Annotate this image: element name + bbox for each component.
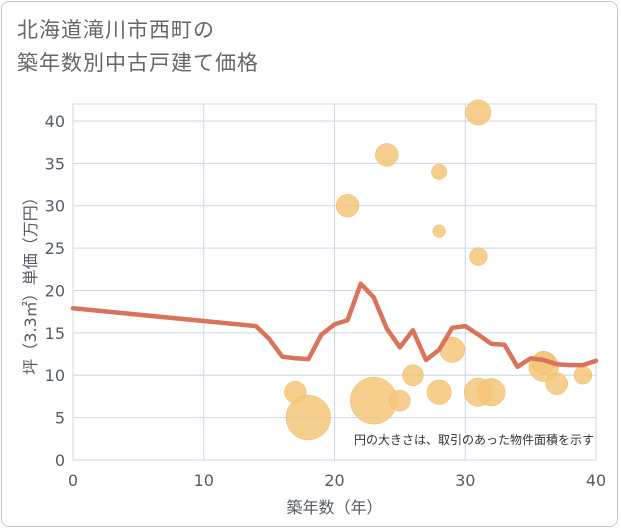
y-tick-label: 40 [45, 112, 65, 131]
bubble-point [335, 194, 360, 218]
trend-line-series [70, 281, 599, 370]
bubble-size-note: 円の大きさは、取引のあった物件面積を示す [354, 432, 594, 447]
bubble-point [389, 389, 411, 412]
chart-title: 北海道滝川市西町の 築年数別中古戸建て価格 [17, 14, 259, 80]
x-tick-label: 10 [194, 471, 214, 490]
y-tick-label: 10 [45, 366, 65, 385]
x-tick-label: 0 [68, 471, 78, 490]
bubble-point [431, 163, 448, 180]
bubble-point [573, 366, 593, 385]
bubble-point [375, 143, 399, 167]
axis-ticks: 0 10 20 30 40 0 5 10 15 20 25 30 35 40 [45, 112, 607, 490]
y-tick-label: 15 [45, 324, 65, 343]
y-tick-label: 20 [45, 281, 65, 300]
x-tick-label: 40 [586, 471, 606, 490]
y-tick-label: 5 [55, 409, 65, 428]
bubble-point [469, 247, 488, 266]
y-tick-label: 35 [45, 154, 65, 173]
y-tick-label: 30 [45, 197, 65, 216]
bubble-point [285, 395, 331, 441]
y-tick-label: 0 [55, 451, 65, 470]
bubble-point [545, 372, 568, 395]
y-axis-title: 坪（3.3㎡）単価（万円） [21, 189, 40, 374]
bubble-point [426, 379, 452, 405]
chart-title-line-2: 築年数別中古戸建て価格 [17, 51, 259, 75]
x-tick-label: 30 [455, 471, 475, 490]
bubble-point [402, 364, 424, 386]
bubble-point [477, 378, 506, 407]
chart-title-line-1: 北海道滝川市西町の [17, 18, 215, 42]
grid [72, 103, 597, 461]
trend-line [70, 281, 599, 370]
bubble-point [465, 99, 492, 126]
x-axis-title: 築年数（年） [286, 498, 382, 517]
bubble-point [432, 224, 446, 238]
bubble-series [284, 99, 593, 441]
x-tick-label: 20 [324, 471, 344, 490]
y-tick-label: 25 [45, 239, 65, 258]
